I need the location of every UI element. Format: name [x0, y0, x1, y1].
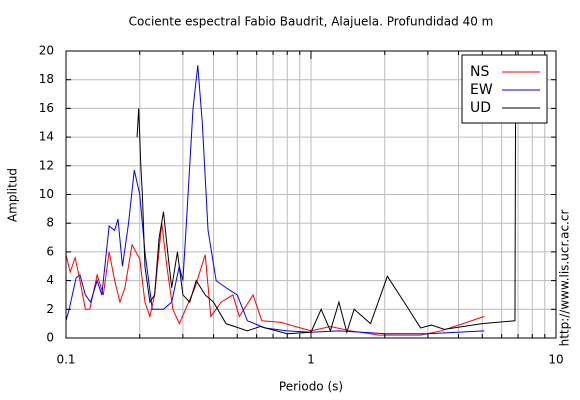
- y-tick-label: 12: [39, 158, 54, 172]
- y-tick-label: 20: [39, 44, 54, 58]
- chart-title: Cociente espectral Fabio Baudrit, Alajue…: [129, 15, 494, 29]
- legend-label: EW: [470, 82, 493, 98]
- y-tick-label: 8: [46, 216, 54, 230]
- x-tick-label: 10: [548, 353, 563, 367]
- legend: NS EW UD: [461, 54, 548, 124]
- y-tick-label: 14: [39, 130, 54, 144]
- x-axis-label: Periodo (s): [279, 380, 343, 394]
- legend-label: NS: [470, 64, 489, 80]
- series-line: [66, 65, 485, 335]
- plot-frame: [65, 50, 557, 339]
- y-tick-label: 2: [46, 302, 54, 316]
- axes: 0 2 4 6 8 10 12 14 16 18 20 0.1 1 10: [39, 44, 564, 367]
- side-note: http://www.lis.ucr.ac.cr: [558, 210, 572, 347]
- y-tick-label: 16: [39, 101, 54, 115]
- y-tick-label: 10: [39, 187, 54, 201]
- y-tick-label: 18: [39, 72, 54, 86]
- y-tick-label: 0: [46, 331, 54, 345]
- x-tick-label: 1: [307, 353, 315, 367]
- lines: [66, 51, 517, 336]
- series-line: [136, 51, 517, 335]
- y-axis-label: Amplitud: [6, 168, 20, 222]
- y-tick-label: 4: [46, 273, 54, 287]
- x-tick-label: 0.1: [56, 353, 75, 367]
- y-tick-label: 6: [46, 244, 54, 258]
- series-line: [66, 223, 485, 336]
- legend-box: [461, 54, 548, 124]
- legend-label: UD: [470, 100, 491, 116]
